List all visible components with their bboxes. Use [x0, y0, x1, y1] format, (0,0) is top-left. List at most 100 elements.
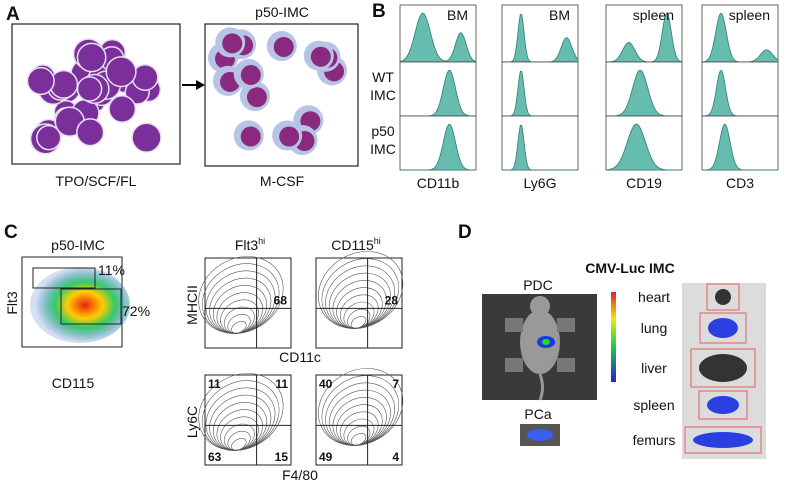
- contour: [325, 382, 395, 446]
- quadrant-value: 7: [392, 377, 399, 391]
- axis-label: MHCII: [184, 285, 200, 325]
- quadrant-value: 63: [208, 450, 222, 464]
- contour: [227, 430, 251, 451]
- quadrant-value: 11: [275, 377, 288, 391]
- organ-label: femurs: [633, 432, 676, 448]
- histogram: [701, 123, 778, 171]
- contour: [347, 425, 371, 446]
- nucleus: [246, 87, 267, 108]
- contour-plots: 68 28 11 11 63 15 40 7 49 4: [198, 251, 404, 466]
- gate-percent: 72%: [122, 303, 150, 319]
- cell: [76, 76, 103, 102]
- row-label: p50: [371, 123, 395, 139]
- histogram: [502, 125, 578, 171]
- contour: [328, 272, 391, 329]
- organ-box: [698, 390, 748, 420]
- row-label: IMC: [370, 141, 396, 157]
- gate-percent: 11%: [98, 262, 125, 278]
- cell: [105, 56, 137, 88]
- cell: [131, 122, 162, 153]
- contour: [202, 263, 280, 334]
- plot-title: p50-IMC: [51, 237, 105, 253]
- contour: [336, 287, 383, 329]
- organ: [707, 396, 739, 414]
- panel-label: B: [372, 1, 386, 22]
- contour: [332, 397, 387, 446]
- contour: [202, 380, 280, 451]
- contour: [231, 321, 247, 334]
- panel-label: C: [4, 222, 18, 243]
- caption: TPO/SCF/FL: [56, 173, 137, 189]
- contour: [339, 411, 379, 446]
- signal: [527, 429, 553, 441]
- quadrant-value: 40: [319, 377, 333, 391]
- contour: [209, 394, 272, 451]
- organs: heart lung liver spleen femurs: [633, 283, 762, 454]
- contour: [318, 251, 404, 329]
- nucleus: [240, 65, 261, 86]
- cell: [26, 66, 55, 96]
- organ-label: liver: [641, 360, 667, 376]
- histograms: BM CD11b BM Ly6G spleen CD19 spleen CD3 WT IMC p50…: [370, 4, 779, 191]
- marker-label: Ly6G: [524, 175, 557, 191]
- cell: [76, 118, 105, 147]
- gate: [60, 288, 122, 325]
- contour: [212, 285, 268, 334]
- contour: [212, 402, 268, 451]
- quadrant-value: 15: [275, 450, 289, 464]
- nucleus: [222, 33, 243, 54]
- quadrant-value: 68: [274, 293, 288, 307]
- contour: [343, 301, 375, 329]
- row-label: WT: [372, 69, 394, 85]
- contour: [205, 387, 276, 451]
- organ: [715, 289, 731, 305]
- axis-label: CD11c: [279, 349, 321, 365]
- organ-box: [699, 312, 747, 344]
- quadrant-value: 49: [319, 450, 333, 464]
- arrow-head: [196, 80, 205, 90]
- histogram-frame: [701, 115, 779, 171]
- cell-cluster: [26, 38, 162, 155]
- cell: [108, 95, 137, 123]
- image-label: PDC: [523, 277, 553, 293]
- axis-label: Ly6C: [184, 406, 200, 438]
- organ: [708, 318, 738, 338]
- contour: [321, 258, 400, 329]
- contour: [343, 418, 375, 446]
- contour: [198, 373, 284, 451]
- color-bar: [611, 292, 616, 382]
- row-label: IMC: [370, 87, 396, 103]
- quadrant-value: 4: [392, 450, 399, 464]
- contour: [209, 277, 272, 334]
- contour: [216, 409, 263, 451]
- plot-title: Flt3hi: [235, 236, 265, 253]
- contour: [350, 433, 367, 446]
- histogram-frame: [501, 61, 579, 117]
- marker-label: CD3: [726, 175, 754, 191]
- contour: [318, 368, 404, 446]
- histogram: [400, 123, 477, 171]
- contour: [336, 404, 383, 446]
- axis-label: CD115: [52, 375, 95, 391]
- histogram: [605, 12, 683, 63]
- gate: [32, 267, 96, 289]
- title: CMV-Luc IMC: [585, 260, 674, 276]
- organ-label: spleen: [633, 397, 674, 413]
- nucleus: [273, 36, 294, 57]
- signal: [542, 339, 550, 345]
- marker-label: CD19: [626, 175, 662, 191]
- organ: [699, 354, 747, 382]
- plot-title: CD115hi: [331, 236, 381, 253]
- density: [30, 267, 130, 343]
- contour: [325, 265, 395, 329]
- marker-label: CD11b: [417, 175, 460, 191]
- axis-label: Flt3: [4, 291, 20, 315]
- contour-frame: [315, 374, 403, 466]
- histogram-frame: [501, 115, 579, 171]
- contour: [223, 423, 255, 451]
- cell: [76, 42, 107, 73]
- quadrant-value: 11: [208, 377, 221, 391]
- contour: [223, 306, 255, 334]
- axis-label: F4/80: [282, 467, 318, 483]
